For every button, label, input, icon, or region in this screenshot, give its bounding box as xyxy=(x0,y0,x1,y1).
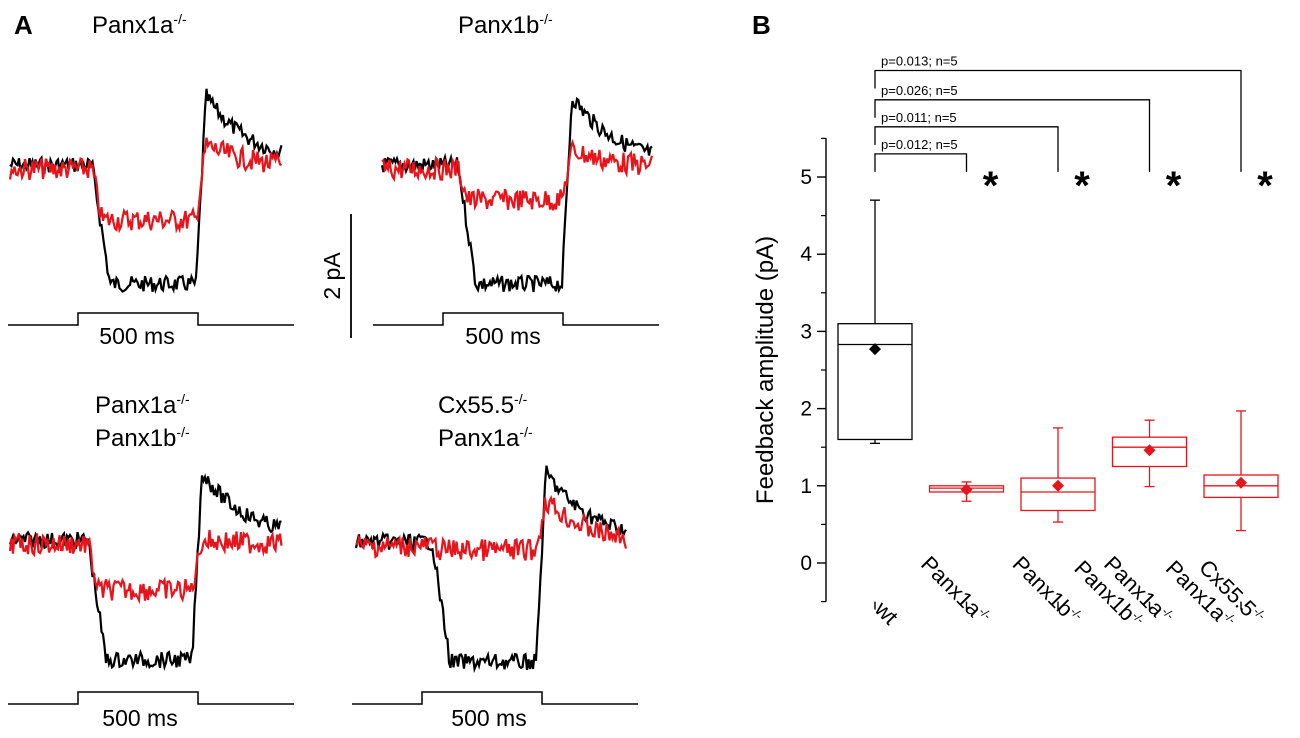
significance-star: * xyxy=(1257,164,1273,208)
category-label-2: Panx1a-/- xyxy=(916,551,994,629)
box-iqr xyxy=(1111,436,1188,468)
trace-3-mutant-trace xyxy=(8,529,283,605)
p-value-label: p=0.013; n=5 xyxy=(881,53,958,68)
y-axis-label: Feedback amplitude (pA) xyxy=(752,236,779,504)
box-plot-4 xyxy=(1111,419,1188,488)
box-plot-2 xyxy=(928,481,1005,502)
trace-1-mutant-trace xyxy=(8,137,283,234)
category-labels: wt Panx1a-/- Panx1b-/- Panx1a-/-Panx1b-/- Cx… xyxy=(869,551,1268,630)
trace-4-stimulus-line xyxy=(352,691,638,705)
comparison-bracket-1: p=0.012; n=5 * xyxy=(874,137,999,208)
category-label-line1: Panx1a-/- xyxy=(916,551,994,629)
box-iqr xyxy=(837,323,913,441)
mean-marker xyxy=(869,343,881,356)
bracket-line xyxy=(874,69,1242,172)
trace-3-control-trace xyxy=(8,473,282,672)
trace-3-title-line1: Panx1a-/- xyxy=(95,391,190,419)
p-value-label: p=0.026; n=5 xyxy=(881,83,958,98)
trace-panel-4: 500 ms xyxy=(352,465,638,731)
y-axis: 0 1 2 3 4 5 xyxy=(800,137,1242,610)
trace-4-stim-label: 500 ms xyxy=(451,705,526,731)
trace-3-stimulus-line xyxy=(8,691,294,705)
significance-star: * xyxy=(1074,164,1090,208)
mean-marker xyxy=(960,483,973,496)
p-value-label: p=0.011; n=5 xyxy=(881,110,957,125)
trace-panel-3: 500 ms xyxy=(8,473,294,731)
trace-1-stimulus-line xyxy=(8,312,294,326)
mean-marker xyxy=(1235,476,1247,489)
trace-4-mutant-trace xyxy=(355,494,628,561)
trace-1-stim-label: 500 ms xyxy=(99,323,174,349)
y-tick-label: 3 xyxy=(800,320,812,343)
trace-1-control-trace xyxy=(9,88,283,295)
trace-panel-1: 500 ms xyxy=(8,88,294,349)
box-plot-5 xyxy=(1203,410,1279,532)
mean-marker xyxy=(1052,479,1064,492)
p-value-label: p=0.012; n=5 xyxy=(881,137,958,152)
box-plots xyxy=(837,199,1279,532)
category-label-4: Panx1a-/-Panx1b-/- xyxy=(1069,551,1176,627)
category-label-line1: wt xyxy=(869,596,903,630)
trace-2-title: Panx1b-/- xyxy=(458,11,553,39)
panel-b-letter: B xyxy=(752,10,771,40)
trace-2-stim-label: 500 ms xyxy=(465,323,540,349)
box-iqr xyxy=(1020,477,1096,512)
significance-star: * xyxy=(983,164,999,208)
comparison-bracket-3: p=0.026; n=5 * xyxy=(874,83,1182,208)
category-label-3: Panx1b-/- xyxy=(1008,551,1086,629)
bracket-line xyxy=(874,126,1059,172)
trace-1-title: Panx1a-/- xyxy=(92,11,187,39)
box-plot-1 xyxy=(837,199,913,444)
y-tick-label: 2 xyxy=(800,398,812,421)
y-tick-label: 5 xyxy=(800,166,812,189)
bracket-line xyxy=(874,153,968,172)
category-label-1: wt xyxy=(869,596,903,630)
significance-brackets: p=0.012; n=5*p=0.011; n=5*p=0.026; n=5*p… xyxy=(874,53,1273,208)
trace-2-control-trace xyxy=(380,96,653,294)
scale-bar-label: 2 pA xyxy=(319,252,345,300)
category-label-5: Cx55.5-/-Panx1a-/- xyxy=(1161,555,1268,627)
trace-panel-2: 500 ms xyxy=(373,96,659,349)
comparison-bracket-2: p=0.011; n=5 * xyxy=(874,110,1090,208)
trace-2-stimulus-line xyxy=(373,312,659,326)
y-tick-label: 1 xyxy=(800,475,812,498)
y-tick-label: 4 xyxy=(800,243,812,266)
box-plot-3 xyxy=(1020,427,1096,523)
trace-3-stim-label: 500 ms xyxy=(102,705,177,731)
category-label-line1: Panx1b-/- xyxy=(1008,551,1086,629)
trace-4-control-trace xyxy=(354,465,627,674)
panel-a-letter: A xyxy=(14,10,33,40)
significance-star: * xyxy=(1166,164,1182,208)
mean-marker xyxy=(1143,444,1156,457)
trace-4-title-line1: Cx55.5-/- xyxy=(438,391,528,419)
comparison-bracket-4: p=0.013; n=5 * xyxy=(874,53,1273,208)
y-tick-label: 0 xyxy=(800,552,812,575)
trace-4-title-line2: Panx1a-/- xyxy=(438,424,533,452)
trace-2-mutant-trace xyxy=(381,138,654,212)
trace-3-title-line2: Panx1b-/- xyxy=(95,424,190,452)
bracket-line xyxy=(874,99,1151,172)
